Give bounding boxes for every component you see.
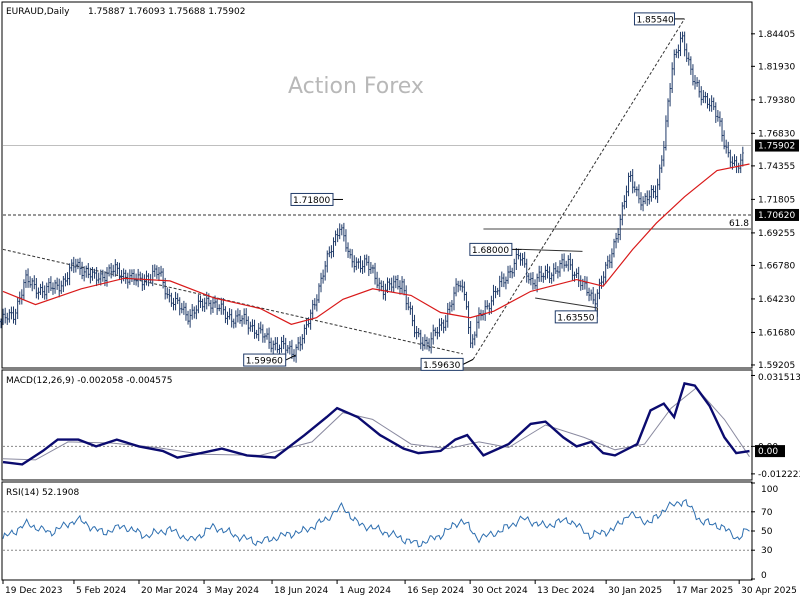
- support-tag: [755, 208, 799, 221]
- x-tick-label: 5 Feb 2024: [76, 586, 127, 596]
- macd-series: [2, 381, 751, 466]
- macd-y-tick-label: 0.031513: [758, 373, 800, 383]
- annotation-label: 1.85540: [636, 15, 673, 25]
- trendline: [535, 297, 598, 309]
- annotation-label: 1.63550: [557, 313, 594, 323]
- y-tick-label: 1.76830: [758, 129, 795, 139]
- price-title: EURAUD,Daily: [6, 7, 70, 17]
- x-tick-label: 20 Mar 2024: [141, 586, 198, 596]
- annotation-leader: [462, 358, 474, 365]
- last-price-label: 1.75902: [758, 142, 795, 152]
- annotation-box: [469, 242, 513, 256]
- support-label: 1.70620: [758, 211, 795, 221]
- rsi-y-tick-label: 70: [761, 508, 773, 518]
- annotation-label: 1.68000: [472, 246, 509, 256]
- fib-level-label: 61.8: [729, 219, 749, 229]
- x-tick-label: 30 Jan 2025: [608, 586, 662, 596]
- x-tick-label: 30 Oct 2024: [472, 586, 528, 596]
- last-price-tag: [755, 139, 799, 152]
- macd-last-label: 0.00: [758, 447, 778, 457]
- x-tick-label: 18 Jun 2024: [274, 586, 328, 596]
- y-tick-label: 1.71805: [758, 195, 795, 205]
- annotation-leader: [285, 354, 296, 361]
- moving-average-line: [2, 163, 750, 325]
- trendline: [521, 248, 583, 252]
- rsi-y-tick-label: 50: [761, 527, 773, 537]
- x-tick-label: 16 Sep 2024: [407, 586, 464, 596]
- annotation-label: 1.59630: [423, 361, 460, 371]
- x-tick-label: 1 Aug 2024: [339, 586, 391, 596]
- y-tick-label: 1.64230: [758, 295, 795, 305]
- rsi-y-tick-label: 30: [761, 546, 773, 556]
- x-tick-label: 17 Mar 2025: [676, 586, 733, 596]
- annotation-box: [290, 192, 334, 206]
- y-tick-label: 1.61680: [758, 328, 795, 338]
- macd-title: MACD(12,26,9) -0.002058 -0.004575: [6, 376, 172, 386]
- x-tick-label: 3 May 2024: [206, 586, 259, 596]
- x-tick-label: 30 Apr 2025: [741, 586, 797, 596]
- rsi-series: [2, 498, 751, 551]
- y-tick-label: 1.84405: [758, 30, 795, 40]
- annotation-box: [633, 12, 675, 26]
- price-series: 61.8 1.85540 1.71800 1.68000 1.63550 1.59960 1…: [0, 12, 751, 371]
- annotation-box: [243, 353, 287, 367]
- watermark: Action Forex: [288, 74, 424, 99]
- macd-last-tag: [755, 445, 785, 458]
- annotation-label: 1.59960: [246, 357, 283, 367]
- annotation-box: [554, 310, 598, 324]
- trendline: [472, 18, 685, 360]
- annotation-box: [420, 357, 464, 371]
- price-ohlc: 1.75887 1.76093 1.75688 1.75902: [88, 7, 245, 17]
- macd-line: [2, 381, 750, 466]
- annotation-label: 1.71800: [293, 196, 330, 206]
- rsi-y-tick-label: 100: [761, 485, 778, 495]
- macd-panel[interactable]: [1, 369, 753, 481]
- price-panel[interactable]: [1, 1, 753, 369]
- y-tick-label: 1.66780: [758, 261, 795, 271]
- axes: 1.84405 1.81930 1.79380 1.76830 1.74355 1.718…: [2, 30, 800, 596]
- x-tick-label: 13 Dec 2024: [537, 586, 595, 596]
- rsi-title: RSI(14) 52.1908: [6, 488, 79, 498]
- rsi-y-tick-label: 0: [761, 571, 767, 581]
- y-tick-label: 1.74355: [758, 162, 795, 172]
- y-tick-label: 1.79380: [758, 96, 795, 106]
- y-tick-label: 1.69255: [758, 229, 795, 239]
- x-tick-label: 19 Dec 2023: [5, 586, 63, 596]
- y-tick-label: 1.81930: [758, 62, 795, 72]
- macd-y-tick-label: -0.012223: [758, 470, 800, 480]
- y-tick-label: 1.59205: [758, 361, 795, 371]
- rsi-line: [2, 498, 750, 548]
